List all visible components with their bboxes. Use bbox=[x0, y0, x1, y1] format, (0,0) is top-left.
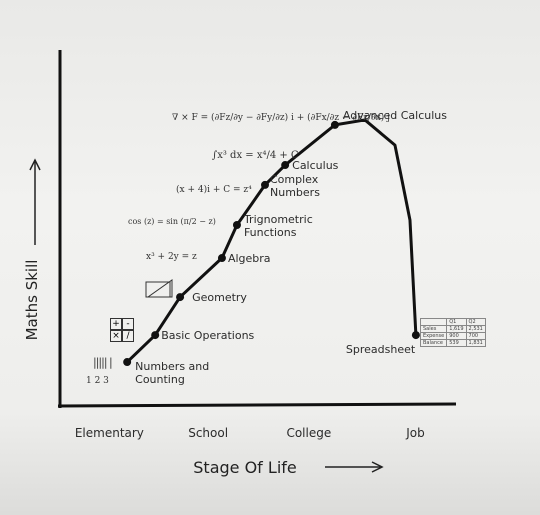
point-label: Advanced Calculus bbox=[342, 108, 447, 122]
table-cell: Expense bbox=[419, 332, 448, 340]
x-tick-label: Elementary bbox=[74, 426, 144, 440]
operations-box: + - × / bbox=[110, 318, 134, 342]
table-cell: 2,531 bbox=[465, 325, 486, 333]
table-cell: 539 bbox=[446, 339, 467, 347]
table-cell: 1,619 bbox=[446, 325, 467, 333]
point-label: Trignometric Functions bbox=[243, 213, 313, 239]
operation: / bbox=[122, 330, 134, 342]
point-label: Geometry bbox=[192, 291, 247, 305]
operation: - bbox=[122, 318, 134, 330]
table-cell: 700 bbox=[465, 332, 486, 340]
point-label: Basic Operations bbox=[161, 329, 255, 343]
table-header: Q1 bbox=[446, 318, 467, 326]
point bbox=[281, 161, 290, 170]
x-axis bbox=[57, 402, 457, 408]
point-label: Spreadsheet bbox=[345, 343, 416, 357]
point-label: Complex Numbers bbox=[270, 172, 320, 199]
point bbox=[176, 293, 185, 302]
operation: × bbox=[110, 330, 122, 342]
point bbox=[217, 254, 226, 263]
table-cell: 1,831 bbox=[465, 339, 486, 347]
table-cell: Sales bbox=[419, 325, 448, 333]
formula: cos (z) = sin (π/2 − z) bbox=[128, 217, 216, 226]
formula: x³ + 2y = z bbox=[146, 252, 197, 262]
y-arrow bbox=[29, 158, 41, 245]
x-tick-label: School bbox=[188, 426, 229, 440]
formula: ∫x³ dx = x⁴/4 + C bbox=[212, 150, 299, 161]
table-cell: Balance bbox=[419, 339, 448, 347]
x-arrow bbox=[325, 461, 384, 473]
tally: ||||| | bbox=[93, 356, 113, 369]
formula: ∇ × F = (∂Fz/∂y − ∂Fy/∂z) i + (∂Fx/∂z − … bbox=[172, 113, 390, 123]
x-axis-label: Stage Of Life bbox=[193, 458, 296, 477]
point bbox=[261, 180, 270, 189]
counting: 1 2 3 bbox=[86, 376, 109, 386]
formula: (x + 4)i + C = z⁴ bbox=[176, 185, 252, 195]
point bbox=[330, 120, 339, 129]
x-tick-label: College bbox=[286, 426, 332, 440]
point-label: Algebra bbox=[227, 252, 271, 266]
line bbox=[126, 118, 418, 364]
point-label: Calculus bbox=[292, 159, 339, 173]
point bbox=[232, 221, 241, 230]
point bbox=[151, 331, 160, 340]
table-cell: 900 bbox=[446, 332, 467, 340]
table-header: Q2 bbox=[465, 318, 486, 326]
square-icon bbox=[145, 281, 171, 298]
point bbox=[123, 358, 132, 367]
operation: + bbox=[110, 318, 122, 330]
point bbox=[411, 331, 420, 340]
x-tick-label: Job bbox=[406, 426, 425, 440]
spreadsheet-table: Q1 Q2 Sales 1,619 2,531 Expense 900 700 Balan… bbox=[419, 318, 486, 347]
triangle-icon bbox=[146, 279, 173, 298]
point-label: Numbers and Counting bbox=[135, 360, 210, 387]
y-axis-label: Maths Skill bbox=[23, 260, 41, 341]
